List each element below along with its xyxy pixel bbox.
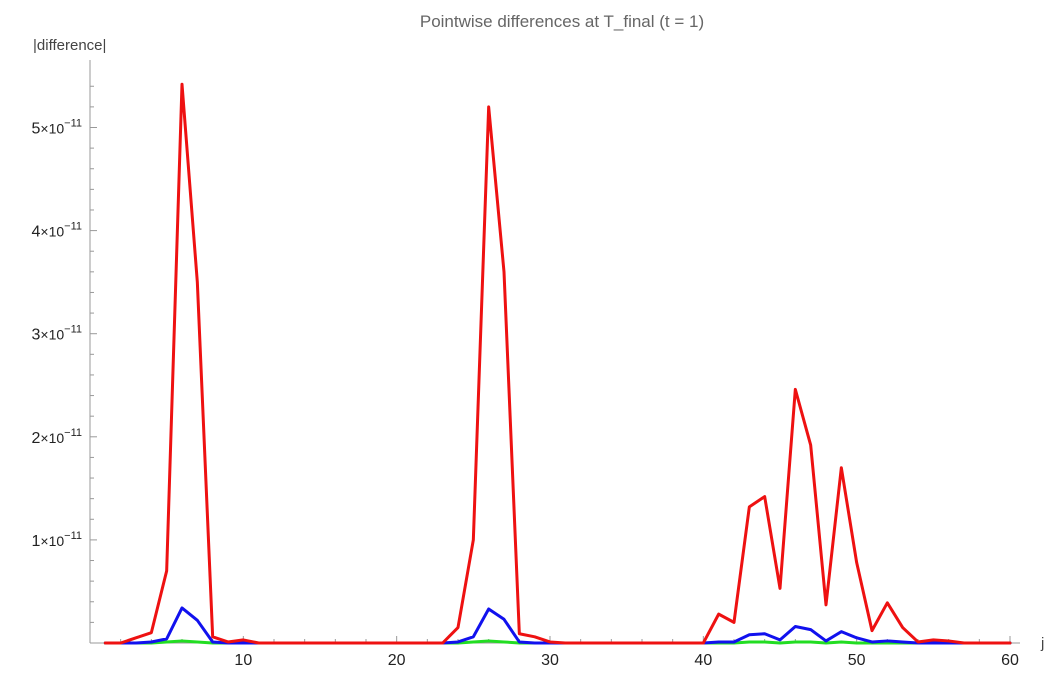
x-tick-label: 20 <box>388 652 406 669</box>
chart-title: Pointwise differences at T_final (t = 1) <box>420 12 704 31</box>
y-tick-label: 3×10−11 <box>32 324 83 344</box>
x-ticks: 10 20 30 40 50 60 <box>120 636 1019 669</box>
series-layer <box>103 82 1012 645</box>
axes <box>89 60 1020 644</box>
y-tick-label: 4×10−11 <box>32 221 83 241</box>
y-tick-label: 2×10−11 <box>32 427 83 447</box>
series-line-1 <box>103 82 1012 645</box>
x-tick-label: 50 <box>848 652 866 669</box>
y-tick-label: 5×10−11 <box>32 118 83 138</box>
y-axis-label: |difference| <box>33 37 106 54</box>
x-tick-label: 40 <box>694 652 712 669</box>
y-tick-label: 1×10−11 <box>32 530 83 550</box>
x-axis-label: j <box>1040 635 1044 652</box>
y-ticks: 1×10−11 2×10−11 3×10−11 4×10−11 5×10−11 <box>32 85 97 623</box>
x-tick-label: 60 <box>1001 652 1019 669</box>
x-tick-label: 30 <box>541 652 559 669</box>
x-tick-label: 10 <box>234 652 252 669</box>
